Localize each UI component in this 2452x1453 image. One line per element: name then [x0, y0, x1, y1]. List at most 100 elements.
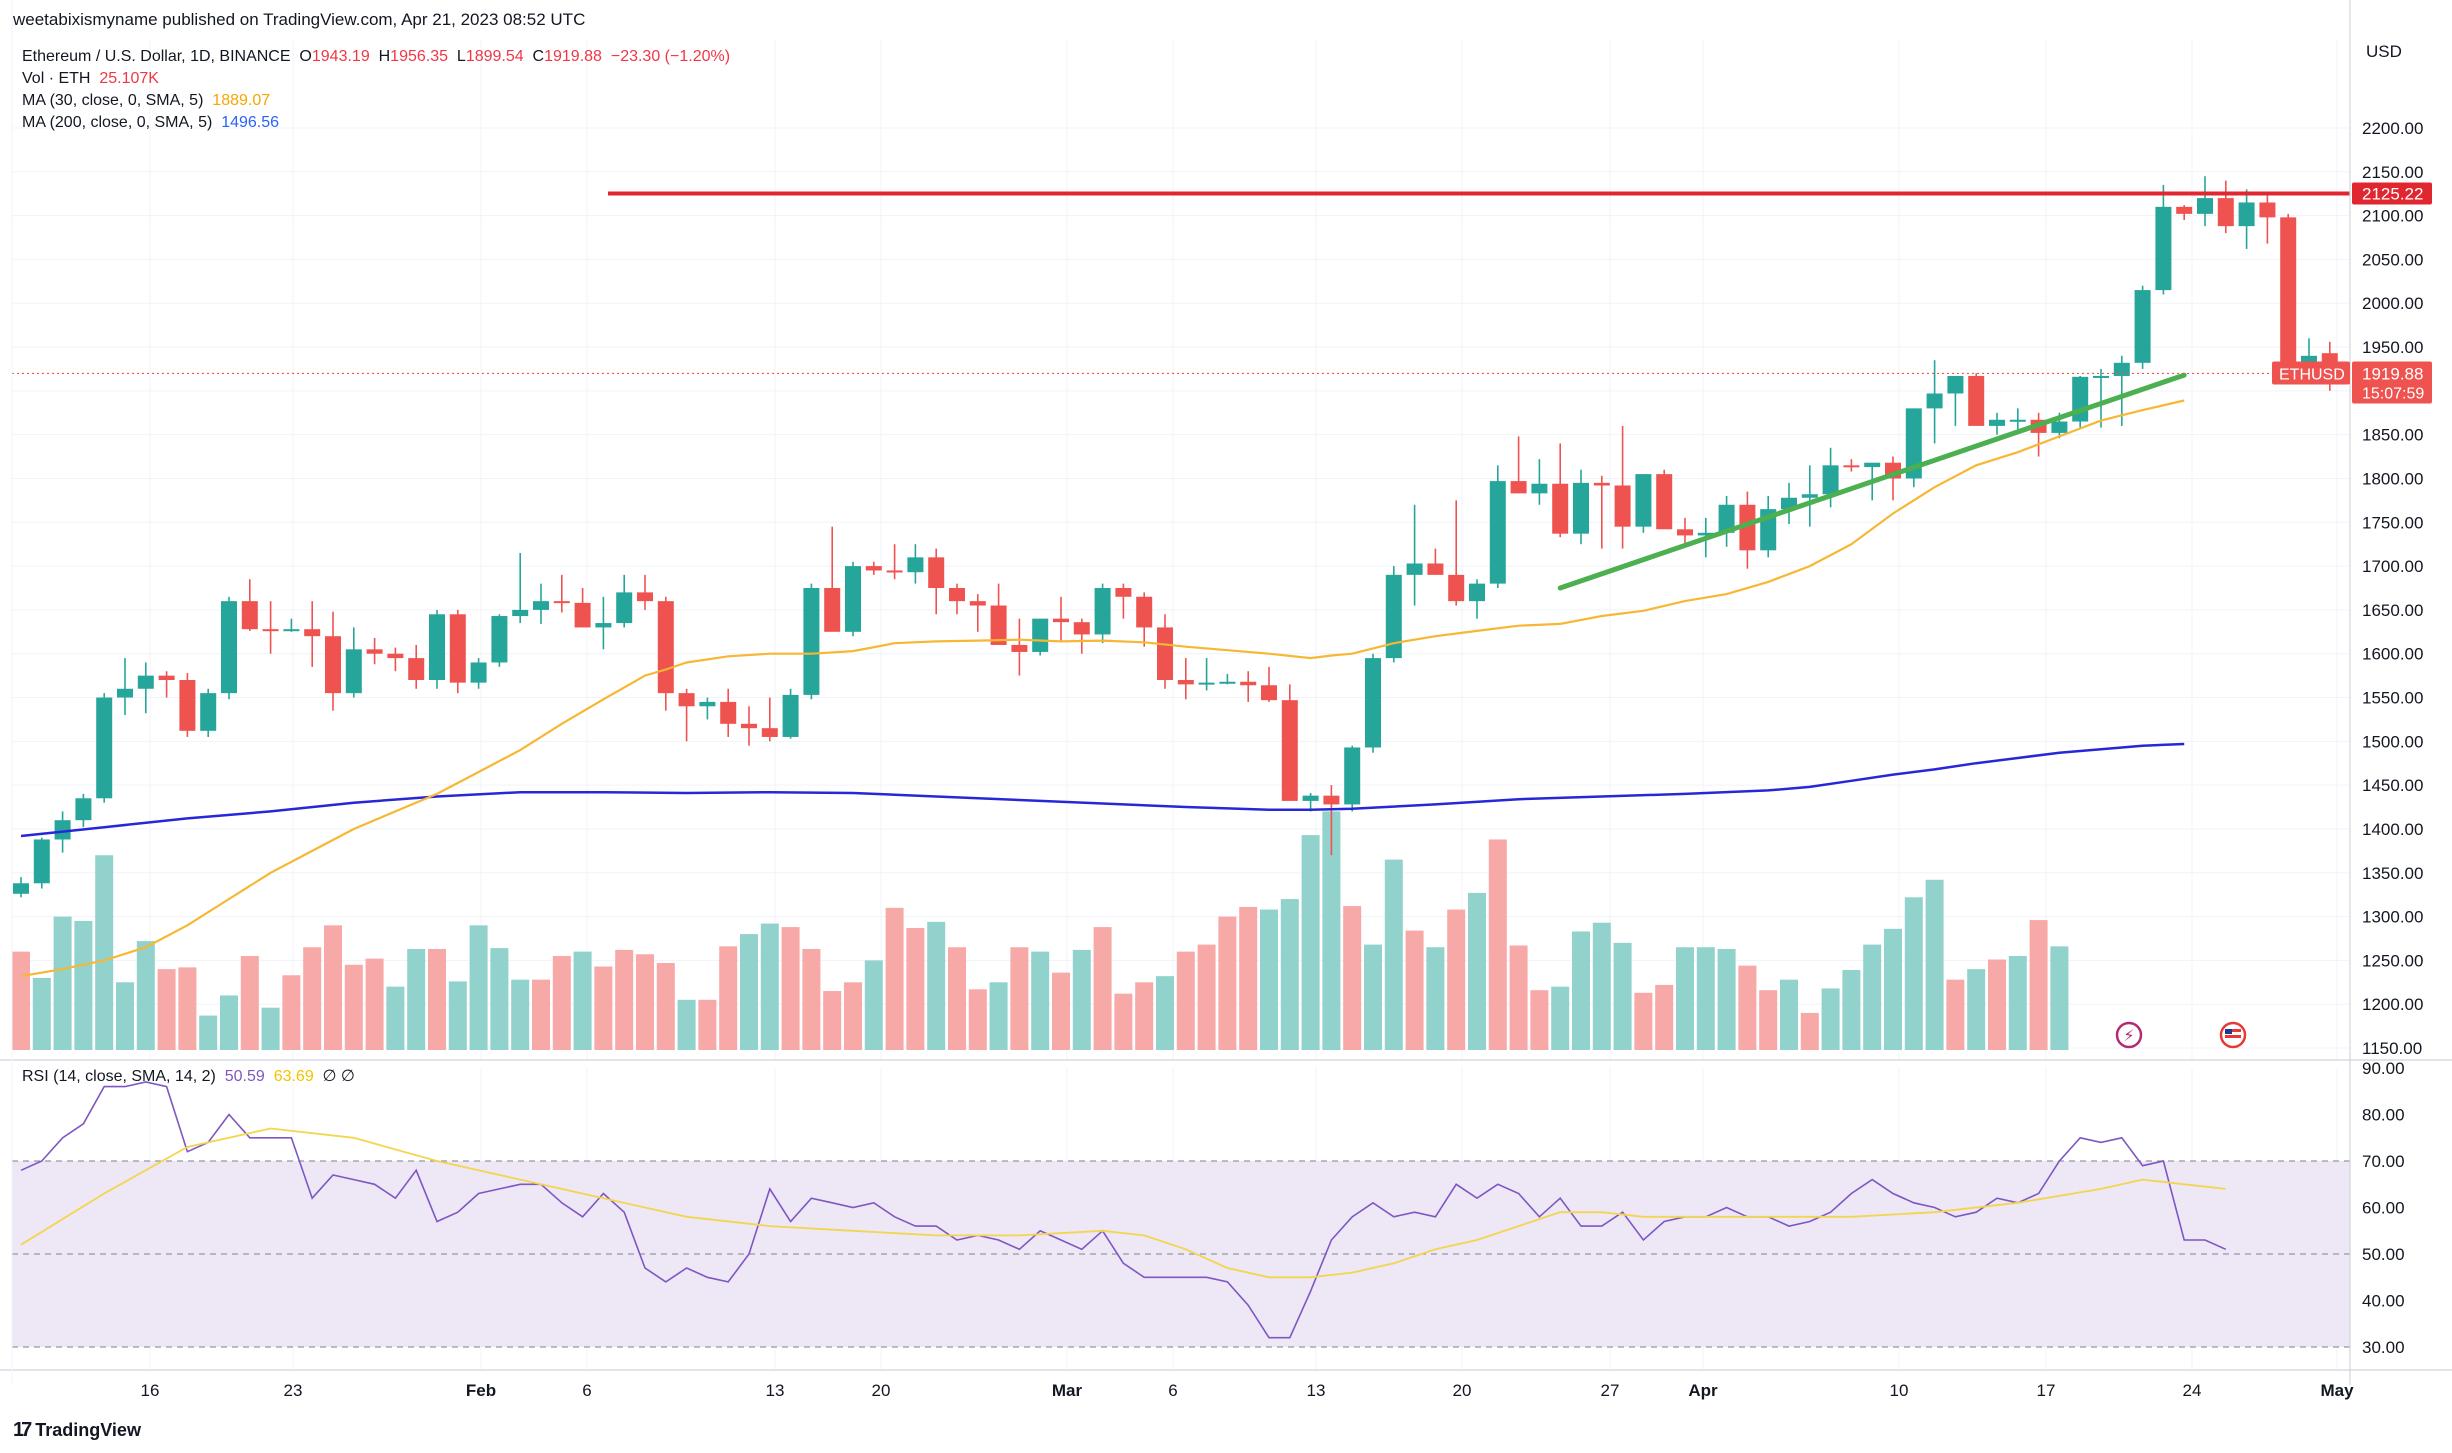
candle-body [553, 601, 570, 604]
candle-body [1573, 482, 1589, 534]
candle-body [241, 601, 258, 630]
candle-body [1198, 682, 1215, 685]
lightning-icon [2115, 1021, 2143, 1049]
candle-body [928, 557, 945, 588]
candle-body [1261, 685, 1277, 701]
price-tick-label: 1950.00 [2362, 338, 2423, 357]
volume-bar [240, 956, 259, 1050]
volume-bar [324, 925, 342, 1050]
volume-legend[interactable]: Vol · ETH 25.107K [22, 70, 159, 88]
publisher-line: weetabixismyname published on TradingVie… [13, 10, 586, 29]
price-tick-label: 1850.00 [2362, 426, 2423, 445]
price-tick-label: 1800.00 [2362, 469, 2423, 488]
volume-bar [1551, 986, 1570, 1050]
candle-body [1864, 462, 1881, 468]
price-tick-label: 1750.00 [2362, 513, 2423, 532]
price-tick-label: 1700.00 [2362, 557, 2423, 576]
volume-bar [1010, 947, 1029, 1050]
tradingview-logo[interactable]: 17 TradingView [13, 1419, 141, 1442]
time-tick-label: 13 [766, 1381, 785, 1400]
price-tick-label: 2200.00 [2362, 119, 2423, 138]
rsi-tick-label: 40.00 [2362, 1292, 2405, 1311]
symbol-tag-label: ETHUSD [2279, 366, 2345, 383]
price-axis[interactable]: USD 2200.00 2150.00 2100.00 2050.00 2000.00 19… [2362, 42, 2423, 1058]
rsi-tick-label: 50.00 [2362, 1245, 2405, 1264]
axes [0, 0, 2452, 1385]
volume-bar [386, 986, 405, 1050]
volume-bar [1322, 811, 1341, 1050]
ma30-value: 1889.07 [212, 92, 271, 109]
candle-body [699, 701, 716, 707]
symbol-legend[interactable]: Ethereum / U.S. Dollar, 1D, BINANCE O194… [22, 48, 730, 66]
last-price-tag [2352, 361, 2432, 404]
candle-body [678, 693, 695, 707]
candle-body [1614, 485, 1631, 527]
price-tick-label: 2000.00 [2362, 294, 2423, 313]
candle-body [1073, 622, 1090, 635]
candle-body [990, 605, 1007, 645]
ma30-legend[interactable]: MA (30, close, 0, SMA, 5) 1889.07 [22, 92, 270, 110]
volume-bar [781, 927, 800, 1050]
candle-body [533, 601, 549, 610]
price-tick-label: 1650.00 [2362, 601, 2423, 620]
candle-body [761, 728, 778, 737]
candle-body [2093, 375, 2109, 378]
candle-body [1843, 465, 1860, 468]
candle-body [408, 658, 425, 680]
candle-body [1968, 375, 1985, 426]
volume-bar [1884, 928, 1902, 1050]
volume-bar [1197, 944, 1216, 1050]
volume-bar [885, 907, 904, 1050]
resistance-tag [2352, 182, 2432, 205]
candle-body [283, 629, 300, 632]
candle-body [366, 649, 383, 654]
candle-body [117, 688, 133, 698]
candle-body [2051, 421, 2068, 433]
volume-bar [1655, 984, 1674, 1050]
volume-bar [906, 927, 925, 1050]
volume-bar [1280, 899, 1299, 1050]
candle-body [200, 693, 217, 731]
volume-bar [199, 1015, 218, 1050]
candle-body [1344, 747, 1361, 805]
ma30-line [20, 399, 2185, 978]
volume-bar [1946, 979, 1965, 1050]
time-tick-label: 6 [1168, 1381, 1177, 1400]
time-axis[interactable]: 16 23 Feb 6 13 20 Mar 6 13 20 27 Apr 10 17 24 May [141, 1381, 2355, 1400]
candle-body [1469, 583, 1485, 602]
volume-bar [303, 947, 322, 1050]
rsi-axis[interactable]: 90.00 80.00 70.00 60.00 50.00 40.00 30.00 [2362, 1059, 2405, 1357]
volume-bar [927, 921, 946, 1050]
volume-bar [802, 948, 821, 1050]
price-tick-label: 1250.00 [2362, 951, 2423, 970]
candle-body [1739, 504, 1756, 551]
candle-body [1448, 574, 1465, 602]
volume-bar [1447, 909, 1466, 1050]
volume-bar [1759, 990, 1778, 1050]
volume-bar [12, 951, 30, 1050]
time-tick-label: 24 [2183, 1381, 2202, 1400]
volume-bar [32, 977, 51, 1050]
volume-bar [2029, 920, 2048, 1050]
volume-bar [1176, 951, 1195, 1050]
rsi-ma-value: 63.69 [273, 1068, 314, 1085]
brand-name: TradingView [35, 1420, 141, 1440]
volume-bar [968, 989, 987, 1050]
volume-bar [677, 999, 696, 1050]
ma200-legend[interactable]: MA (200, close, 0, SMA, 5) 1496.56 [22, 114, 279, 132]
candle-body [449, 614, 466, 683]
candle-body [657, 601, 674, 694]
candle-body [1427, 563, 1444, 575]
time-tick-label: May [2320, 1381, 2354, 1400]
candle-body [1365, 658, 1381, 748]
candle-body [96, 697, 113, 799]
event-icons[interactable]: ⚡ [2115, 1021, 2247, 1049]
candle-body [616, 592, 633, 624]
support-trendline[interactable] [1557, 372, 2187, 591]
open-value: 1943.19 [311, 48, 370, 65]
volume-bar [1114, 993, 1133, 1050]
time-tick-label: 20 [872, 1381, 891, 1400]
rsi-legend[interactable]: RSI (14, close, SMA, 14, 2) 50.59 63.69 … [22, 1066, 355, 1086]
ma200-label: MA (200, close, 0, SMA, 5) [22, 114, 213, 131]
